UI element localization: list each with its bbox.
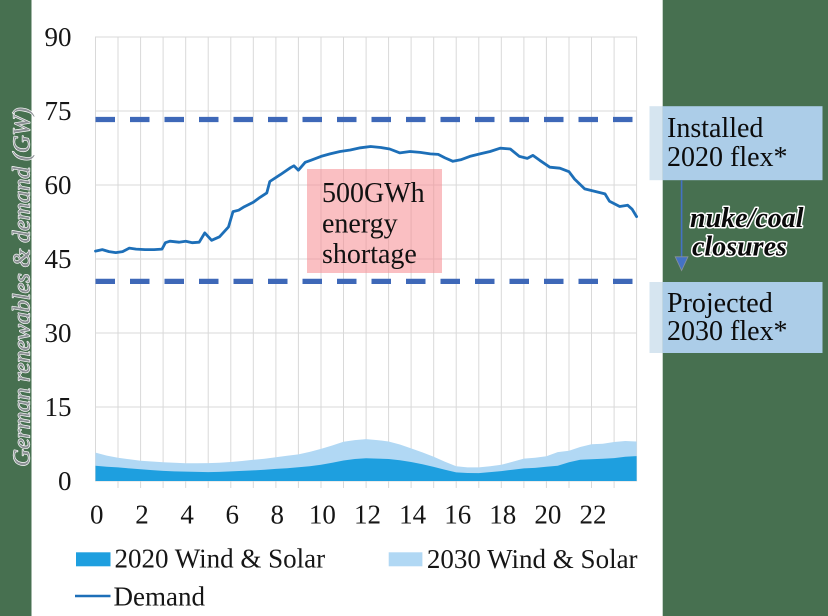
svg-text:2030 flex*: 2030 flex* (667, 316, 788, 347)
svg-text:6: 6 (225, 500, 239, 530)
svg-text:12: 12 (354, 500, 381, 530)
svg-text:18: 18 (489, 500, 516, 530)
svg-text:energy: energy (322, 209, 398, 240)
svg-text:2: 2 (135, 500, 149, 530)
svg-text:Installed: Installed (667, 113, 763, 144)
svg-text:2030 Wind & Solar: 2030 Wind & Solar (427, 544, 638, 574)
svg-text:4: 4 (180, 500, 194, 530)
svg-text:Demand: Demand (114, 582, 206, 612)
svg-text:30: 30 (45, 318, 72, 348)
svg-text:75: 75 (45, 96, 72, 126)
svg-text:90: 90 (45, 22, 72, 52)
svg-text:22: 22 (580, 500, 607, 530)
svg-text:German renewables & demand (GW: German renewables & demand (GW) (10, 107, 36, 466)
svg-text:2020 flex*: 2020 flex* (667, 142, 788, 173)
svg-text:500GWh: 500GWh (322, 178, 425, 209)
svg-text:0: 0 (90, 500, 104, 530)
svg-text:closures: closures (692, 232, 787, 263)
svg-text:10: 10 (309, 500, 336, 530)
svg-text:2020 Wind & Solar: 2020 Wind & Solar (115, 544, 326, 574)
svg-text:nuke/coal: nuke/coal (690, 203, 804, 234)
svg-text:14: 14 (399, 500, 427, 530)
svg-text:15: 15 (45, 392, 72, 422)
svg-text:shortage: shortage (322, 239, 417, 270)
svg-text:0: 0 (58, 466, 72, 496)
svg-text:60: 60 (45, 170, 72, 200)
svg-text:16: 16 (444, 500, 471, 530)
svg-text:45: 45 (45, 244, 72, 274)
svg-text:8: 8 (271, 500, 285, 530)
svg-text:20: 20 (534, 500, 561, 530)
svg-text:Projected: Projected (667, 288, 773, 319)
